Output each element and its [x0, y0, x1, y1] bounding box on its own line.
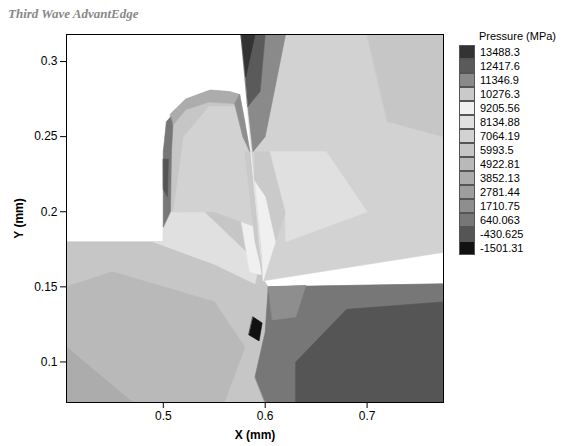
svg-text:0.7: 0.7: [359, 409, 376, 423]
svg-text:0.15: 0.15: [34, 280, 58, 294]
html-text:4922.81: 4922.81: [480, 158, 520, 170]
svg-text:0.25: 0.25: [34, 129, 58, 143]
svg-text:0.2: 0.2: [41, 205, 58, 219]
html-text:13488.3: 13488.3: [480, 46, 520, 58]
html-text:10276.3: 10276.3: [480, 88, 520, 100]
html-text:9205.56: 9205.56: [480, 102, 520, 114]
svg-text:0.6: 0.6: [257, 409, 274, 423]
svg-text:0.1: 0.1: [41, 355, 58, 369]
svg-text:0.3: 0.3: [41, 54, 58, 68]
html-text:Pressure (MPa): Pressure (MPa): [479, 30, 556, 42]
svg-text:X (mm): X (mm): [235, 428, 276, 442]
html-text:-430.625: -430.625: [480, 228, 524, 240]
html-text:-1501.31: -1501.31: [480, 242, 524, 254]
html-text:1710.75: 1710.75: [480, 200, 520, 212]
html-text:7064.19: 7064.19: [480, 130, 520, 142]
svg-text:0.5: 0.5: [155, 409, 172, 423]
html-text:5993.5: 5993.5: [480, 144, 514, 156]
html-text:Third Wave AdvantEdge: Third Wave AdvantEdge: [8, 6, 139, 21]
html-text:12417.6: 12417.6: [480, 60, 520, 72]
html-text:3852.13: 3852.13: [480, 172, 520, 184]
html-text:640.063: 640.063: [480, 214, 520, 226]
svg-text:Y (mm): Y (mm): [12, 198, 26, 238]
html-text:8134.88: 8134.88: [480, 116, 520, 128]
html-text:11346.9: 11346.9: [480, 74, 519, 86]
html-text:2781.44: 2781.44: [480, 186, 520, 198]
